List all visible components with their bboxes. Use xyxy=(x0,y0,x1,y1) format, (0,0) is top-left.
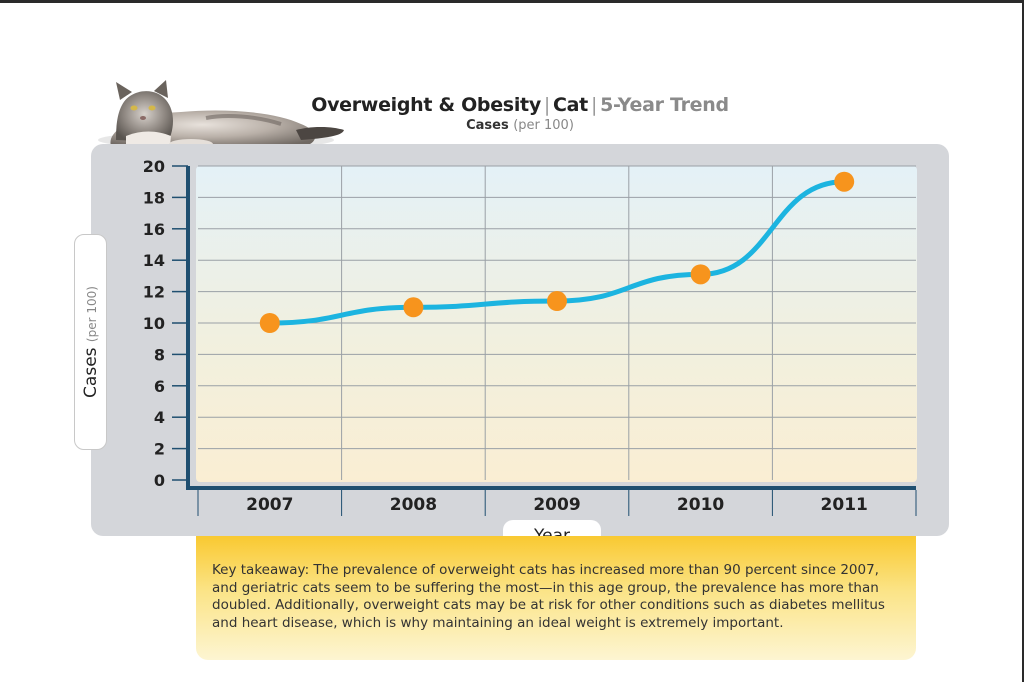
x-tick-label: 2008 xyxy=(390,495,437,515)
y-tick-label: 0 xyxy=(154,471,165,490)
y-tick-label: 18 xyxy=(143,188,165,207)
x-tick-label: 2010 xyxy=(677,495,724,515)
key-takeaway-text: Key takeaway: The prevalence of overweig… xyxy=(212,562,885,631)
y-tick-label: 6 xyxy=(154,377,165,396)
y-tick-label: 12 xyxy=(143,283,165,302)
data-point-marker xyxy=(259,313,280,333)
chart-title-block: Overweight & Obesity | Cat | 5-Year Trend Ca… xyxy=(250,94,790,133)
frame-top-border xyxy=(0,0,1024,3)
subtitle-label: Cases xyxy=(466,118,509,133)
y-tick-label: 14 xyxy=(143,251,165,270)
y-tick-label: 16 xyxy=(143,220,165,239)
y-axis-label-box: Cases (per 100) xyxy=(74,234,107,450)
y-tick-label: 10 xyxy=(143,314,165,333)
title-separator: | xyxy=(590,94,598,116)
axes xyxy=(186,166,916,490)
data-point-marker xyxy=(834,171,855,192)
y-tick-label: 20 xyxy=(143,157,165,176)
key-takeaway-box: Key takeaway: The prevalence of overweig… xyxy=(196,536,916,660)
data-point-marker xyxy=(547,291,567,312)
y-tick-label: 2 xyxy=(154,440,165,459)
series-line-group xyxy=(259,171,855,333)
y-axis-ticks: 0 2 4 6 8 10 12 14 16 18 20 xyxy=(143,157,188,490)
title-main: Overweight & Obesity xyxy=(311,94,541,116)
x-tick-label: 2011 xyxy=(821,495,868,515)
y-tick-label: 4 xyxy=(154,408,165,427)
chart-subtitle: Cases (per 100) xyxy=(250,118,790,133)
x-axis-ticks: 2007 2008 2009 2010 2011 xyxy=(197,490,917,516)
series-line xyxy=(267,179,847,326)
frame-right-border xyxy=(1022,0,1024,682)
title-species: Cat xyxy=(553,94,588,116)
subtitle-unit: (per 100) xyxy=(513,118,574,133)
plot-area xyxy=(196,166,917,482)
y-tick-label: 8 xyxy=(154,345,165,364)
data-point-marker xyxy=(690,264,711,285)
data-point-marker xyxy=(403,297,424,318)
x-tick-label: 2009 xyxy=(533,495,580,515)
chart-title: Overweight & Obesity | Cat | 5-Year Trend xyxy=(250,94,790,116)
title-separator: | xyxy=(543,94,551,116)
x-tick-label: 2007 xyxy=(246,495,293,515)
title-trend: 5-Year Trend xyxy=(600,94,729,116)
